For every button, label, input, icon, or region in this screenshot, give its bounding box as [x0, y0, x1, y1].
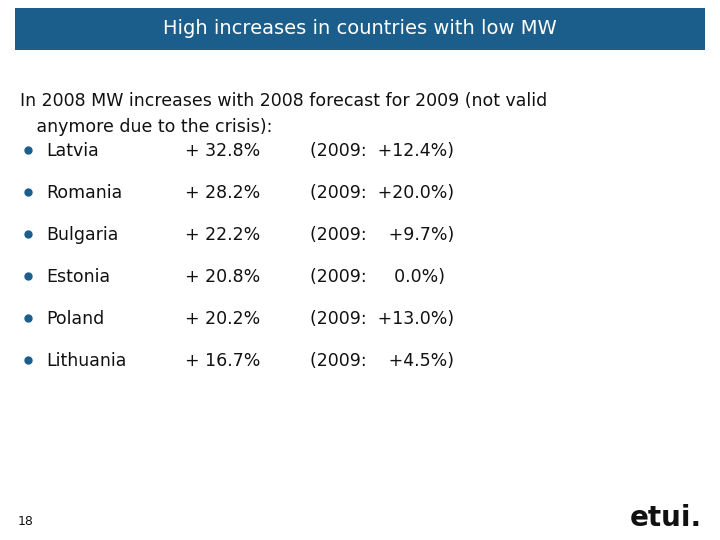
Text: + 22.2%: + 22.2% [185, 226, 260, 244]
Text: (2009:  +20.0%): (2009: +20.0%) [310, 184, 454, 202]
Text: + 16.7%: + 16.7% [185, 352, 261, 370]
Text: 18: 18 [18, 515, 34, 528]
Text: anymore due to the crisis):: anymore due to the crisis): [20, 118, 272, 136]
Text: + 20.2%: + 20.2% [185, 310, 260, 328]
Text: (2009:     0.0%): (2009: 0.0%) [310, 268, 445, 286]
Text: (2009:    +9.7%): (2009: +9.7%) [310, 226, 454, 244]
Text: High increases in countries with low MW: High increases in countries with low MW [163, 19, 557, 38]
Text: Latvia: Latvia [46, 142, 99, 160]
Text: Lithuania: Lithuania [46, 352, 127, 370]
Text: etui.: etui. [630, 504, 702, 532]
Bar [15, 8, 705, 50]
Text: Estonia: Estonia [46, 268, 110, 286]
Text: Bulgaria: Bulgaria [46, 226, 118, 244]
Text: Poland: Poland [46, 310, 104, 328]
Text: + 20.8%: + 20.8% [185, 268, 260, 286]
Text: (2009:  +12.4%): (2009: +12.4%) [310, 142, 454, 160]
Text: (2009:  +13.0%): (2009: +13.0%) [310, 310, 454, 328]
Text: + 32.8%: + 32.8% [185, 142, 260, 160]
Text: (2009:    +4.5%): (2009: +4.5%) [310, 352, 454, 370]
Text: In 2008 MW increases with 2008 forecast for 2009 (not valid: In 2008 MW increases with 2008 forecast … [20, 92, 547, 110]
Text: Romania: Romania [46, 184, 122, 202]
Text: + 28.2%: + 28.2% [185, 184, 260, 202]
